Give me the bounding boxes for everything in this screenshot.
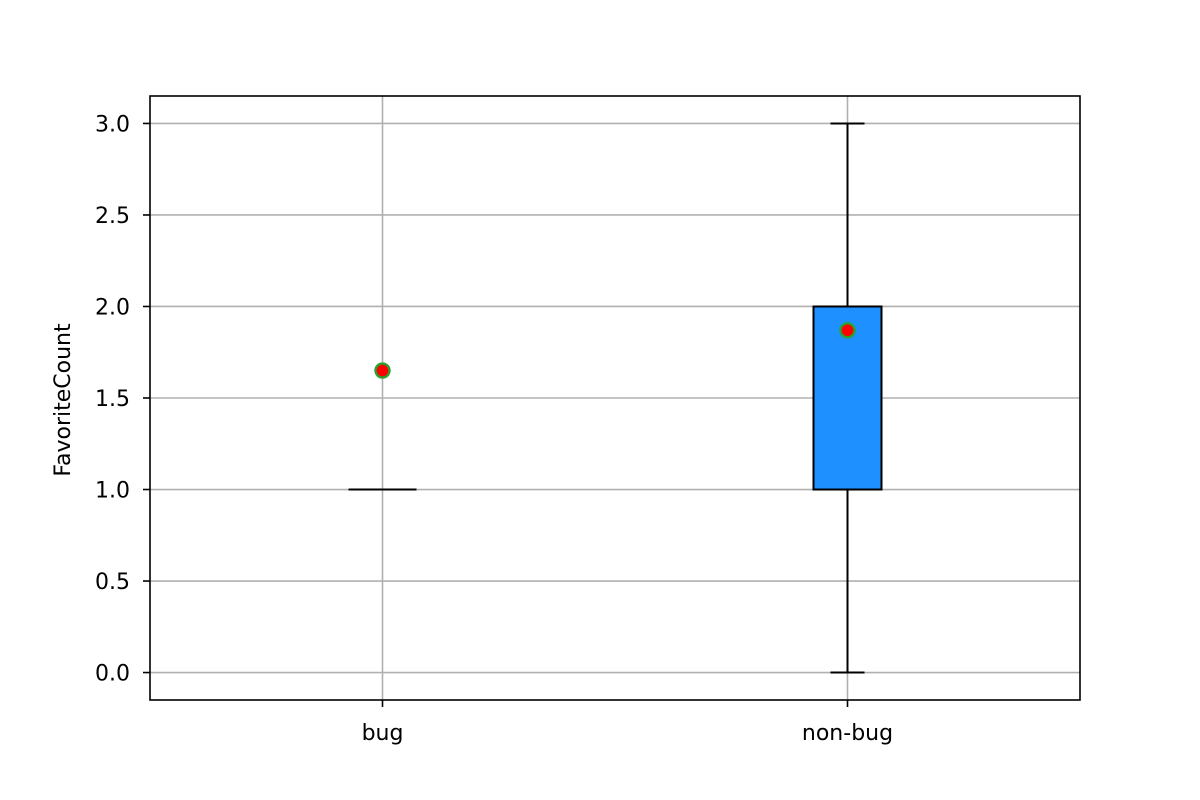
y-tick-label: 1.5 (95, 387, 130, 412)
y-tick-label: 2.5 (95, 204, 130, 229)
box-bug (348, 362, 417, 491)
mean-marker (374, 362, 391, 379)
y-axis-ticks: 0.0 0.5 1.0 1.5 2.0 2.5 3.0 (95, 112, 150, 687)
y-tick-label: 0.5 (95, 570, 130, 595)
y-tick-label: 3.0 (95, 112, 130, 137)
x-tick-label: bug (362, 721, 404, 746)
y-tick-label: 0.0 (95, 662, 130, 687)
y-axis-label: FavoriteCount (51, 323, 76, 477)
boxes-layer (348, 122, 883, 674)
box-non-bug (812, 122, 883, 674)
y-tick-label: 2.0 (95, 295, 130, 320)
x-axis-ticks: bug non-bug (362, 700, 893, 746)
x-tick-label: non-bug (802, 721, 893, 746)
y-tick-label: 1.0 (95, 479, 130, 504)
mean-marker (839, 322, 856, 339)
